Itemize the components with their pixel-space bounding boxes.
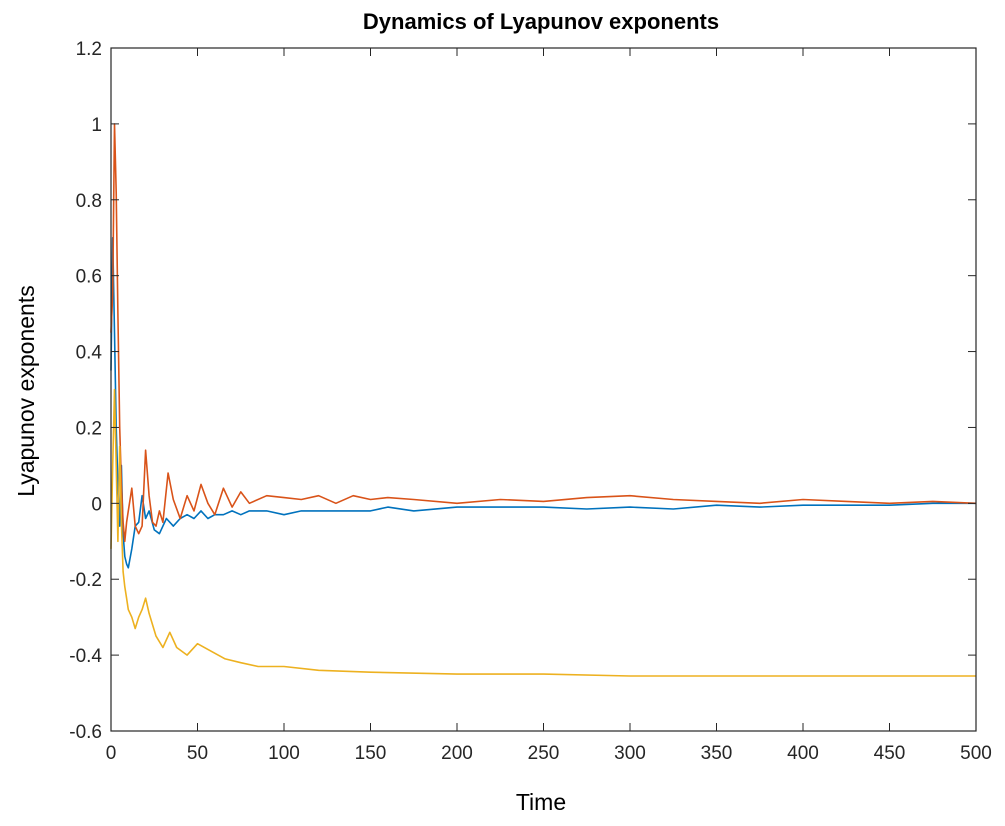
x-tick-label: 150 <box>355 743 387 764</box>
y-tick-label: 0 <box>91 494 102 515</box>
y-tick-label: -0.6 <box>69 722 102 743</box>
x-axis-label: Time <box>516 789 566 815</box>
x-tick-label: 350 <box>701 743 733 764</box>
y-axis-label: Lyapunov exponents <box>13 285 39 496</box>
y-tick-label: 0.2 <box>76 418 102 439</box>
axes-box <box>110 47 977 732</box>
y-tick-label: 0.8 <box>76 191 102 212</box>
x-tick-label: 300 <box>614 743 646 764</box>
y-tick-label: 0.4 <box>76 343 103 364</box>
x-tick-label: 0 <box>106 743 117 764</box>
x-tick-label: 50 <box>187 743 208 764</box>
x-tick-label: 100 <box>268 743 300 764</box>
x-tick-label: 400 <box>787 743 819 764</box>
x-tick-label: 250 <box>528 743 560 764</box>
plot-area: 0 50 100 150 200 250 300 350 400 450 500 -0.6 -0.4 -0… <box>69 39 992 764</box>
y-tick-label: 0.6 <box>76 267 102 288</box>
x-tick-label: 450 <box>874 743 906 764</box>
y-tick-label: 1 <box>91 115 102 136</box>
series-line-2 <box>110 123 977 543</box>
y-tick-label: -0.2 <box>69 570 102 591</box>
x-tick-label: 500 <box>960 743 992 764</box>
chart-title: Dynamics of Lyapunov exponents <box>363 9 719 34</box>
series-line-1 <box>110 236 976 569</box>
y-tick-label: -0.4 <box>69 646 102 667</box>
x-tick-label: 200 <box>441 743 473 764</box>
series-line-3 <box>110 388 976 677</box>
y-tick-label: 1.2 <box>76 39 102 60</box>
